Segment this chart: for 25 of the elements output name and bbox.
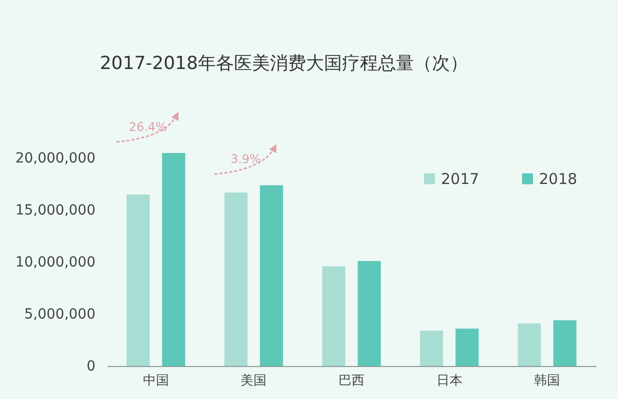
bar xyxy=(553,320,576,366)
x-tick-label: 中国 xyxy=(142,374,169,388)
y-tick-label: 20,000,000 xyxy=(15,150,96,167)
bar xyxy=(456,328,479,366)
bar xyxy=(358,261,381,366)
text: 26.4% xyxy=(128,120,167,134)
y-tick-label: 15,000,000 xyxy=(15,202,96,219)
y-tick-label: 10,000,000 xyxy=(15,254,96,271)
bar xyxy=(518,323,541,366)
chart-title: 2017-2018年各医美消费大国疗程总量（次） xyxy=(100,53,468,74)
y-tick-label: 5,000,000 xyxy=(24,306,96,323)
x-tick-label: 日本 xyxy=(436,374,462,388)
x-tick-label: 巴西 xyxy=(338,374,364,388)
y-tick-label: 0 xyxy=(86,358,96,374)
bar xyxy=(224,192,248,366)
bar xyxy=(322,266,346,366)
x-tick-label: 美国 xyxy=(240,372,267,388)
bar xyxy=(162,153,186,366)
bar xyxy=(126,194,150,366)
legend-label: 2017 xyxy=(441,170,480,188)
legend-label: 2018 xyxy=(539,170,578,188)
bar xyxy=(420,330,444,366)
bar xyxy=(260,185,284,366)
annotation: 3.9% xyxy=(230,152,261,166)
x-tick-label: 韩国 xyxy=(534,374,560,388)
